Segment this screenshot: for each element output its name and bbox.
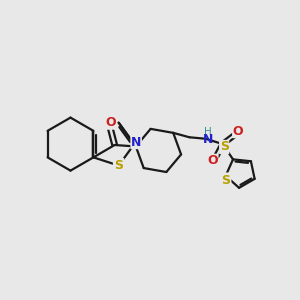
Text: O: O xyxy=(207,154,218,167)
Text: H: H xyxy=(204,127,212,137)
Text: S: S xyxy=(220,140,229,154)
Text: N: N xyxy=(131,136,141,148)
Text: O: O xyxy=(233,124,243,138)
Text: S: S xyxy=(221,174,230,187)
Text: O: O xyxy=(105,116,116,129)
Text: S: S xyxy=(114,159,123,172)
Text: N: N xyxy=(203,133,213,146)
